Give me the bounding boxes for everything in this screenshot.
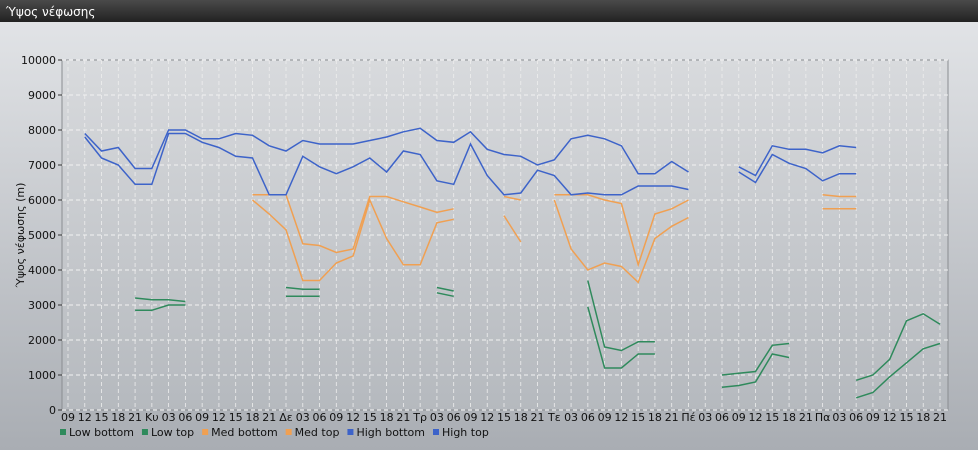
x-tick-label: 21 (128, 411, 142, 424)
y-axis-label: Ύψος νέφωσης (m) (14, 183, 27, 289)
x-tick-label: Κυ (145, 411, 159, 424)
x-tick-label: 18 (782, 411, 796, 424)
series-line (252, 194, 857, 268)
x-tick-label: 03 (564, 411, 578, 424)
x-tick-label: 18 (514, 411, 528, 424)
x-tick-label: 09 (866, 411, 880, 424)
legend-label: Med top (295, 426, 340, 439)
series-line (84, 127, 857, 177)
x-tick-label: 06 (313, 411, 327, 424)
legend-label: Low bottom (69, 426, 134, 439)
x-tick-label: 15 (363, 411, 377, 424)
series-line (252, 197, 857, 284)
x-tick-label: 09 (598, 411, 612, 424)
legend-swatch (285, 429, 292, 435)
legend-label: Med bottom (211, 426, 278, 439)
x-tick-label: 06 (581, 411, 595, 424)
y-tick-label: 5000 (28, 229, 56, 242)
x-tick-label: 09 (61, 411, 75, 424)
y-tick-label: 0 (49, 404, 56, 417)
x-tick-label: Τρ (412, 411, 427, 424)
x-tick-label: 21 (933, 411, 947, 424)
y-tick-label: 4000 (28, 264, 56, 277)
y-tick-label: 7000 (28, 159, 56, 172)
legend-swatch (347, 429, 354, 435)
x-tick-label: 12 (78, 411, 92, 424)
x-tick-label: 12 (614, 411, 628, 424)
x-tick-label: 06 (715, 411, 729, 424)
x-tick-label: 21 (396, 411, 410, 424)
x-tick-label: 18 (648, 411, 662, 424)
x-tick-label: 21 (531, 411, 545, 424)
series-line (84, 132, 857, 196)
x-tick-label: 12 (346, 411, 360, 424)
series-line (135, 292, 941, 399)
legend-swatch (141, 429, 148, 435)
y-tick-label: 10000 (21, 54, 56, 67)
legend-label: High top (442, 426, 489, 439)
legend-label: Low top (151, 426, 194, 439)
x-tick-label: 12 (480, 411, 494, 424)
x-tick-label: 03 (698, 411, 712, 424)
x-tick-label: Τε (547, 411, 561, 424)
x-tick-label: 03 (430, 411, 444, 424)
legend-label: High bottom (356, 426, 425, 439)
x-tick-label: 06 (178, 411, 192, 424)
series-line (135, 280, 941, 382)
y-tick-label: 6000 (28, 194, 56, 207)
x-tick-label: Πέ (681, 411, 695, 424)
x-tick-label: 09 (195, 411, 209, 424)
x-tick-label: Δε (279, 411, 293, 424)
x-tick-label: 21 (262, 411, 276, 424)
y-tick-label: 8000 (28, 124, 56, 137)
x-tick-label: 09 (329, 411, 343, 424)
x-tick-label: 18 (916, 411, 930, 424)
x-tick-label: 12 (749, 411, 763, 424)
x-tick-label: 03 (162, 411, 176, 424)
x-tick-label: 18 (380, 411, 394, 424)
x-tick-label: 15 (497, 411, 511, 424)
x-tick-label: 12 (883, 411, 897, 424)
x-tick-label: 21 (799, 411, 813, 424)
x-tick-label: 03 (296, 411, 310, 424)
x-tick-label: 09 (732, 411, 746, 424)
x-tick-label: 15 (229, 411, 243, 424)
y-tick-label: 2000 (28, 334, 56, 347)
x-tick-label: 15 (899, 411, 913, 424)
x-tick-label: 18 (245, 411, 259, 424)
y-tick-label: 1000 (28, 369, 56, 382)
x-tick-label: 06 (447, 411, 461, 424)
x-tick-label: 21 (665, 411, 679, 424)
legend-swatch (433, 429, 439, 435)
x-tick-label: 12 (212, 411, 226, 424)
x-tick-label: 15 (765, 411, 779, 424)
y-tick-label: 3000 (28, 299, 56, 312)
x-tick-label: 15 (631, 411, 645, 424)
x-tick-label: 15 (95, 411, 109, 424)
x-tick-label: Πα (815, 411, 831, 424)
y-tick-label: 9000 (28, 89, 56, 102)
title-bar (0, 0, 978, 22)
legend-swatch (202, 429, 209, 435)
x-tick-label: 03 (832, 411, 846, 424)
window-title: Ύψος νέφωσης (5, 5, 95, 19)
x-tick-label: 06 (849, 411, 863, 424)
legend-swatch (60, 429, 66, 435)
x-tick-label: 18 (111, 411, 125, 424)
x-tick-label: 09 (463, 411, 477, 424)
